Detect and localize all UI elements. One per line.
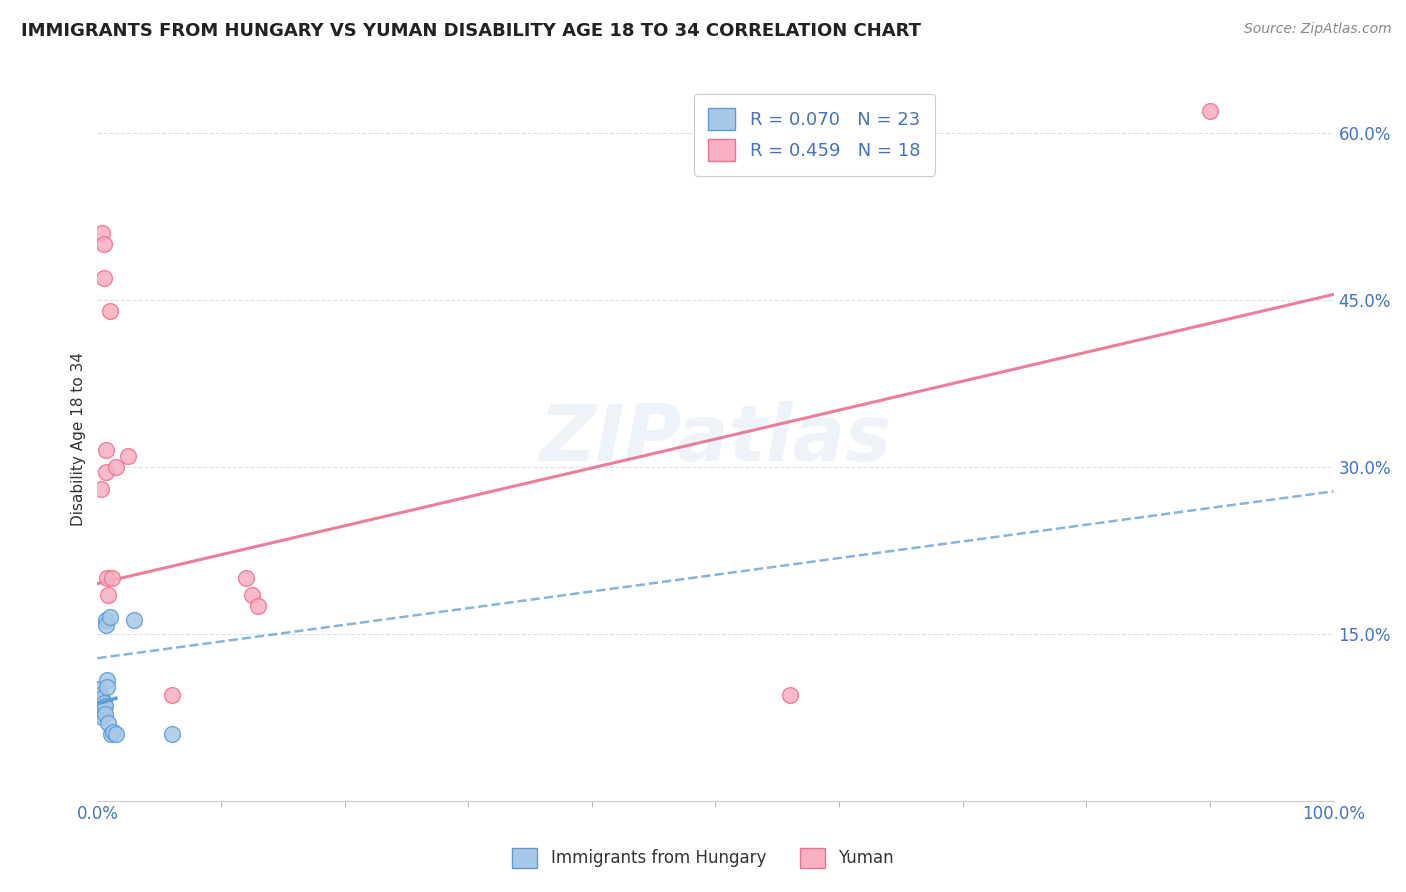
Point [124,613,146,627]
Point [87,682,110,697]
Point [94,706,117,721]
Point [160,727,183,741]
Point [101,571,124,585]
Point [91,710,114,724]
Legend: Immigrants from Hungary, Yuman: Immigrants from Hungary, Yuman [506,841,900,875]
Point [100,727,122,741]
Point [240,588,263,602]
Point [90,699,112,714]
Point [117,449,139,463]
Point [93,237,115,252]
Point [98,610,121,624]
Point [160,688,183,702]
Point [96,571,118,585]
Point [90,706,112,721]
Point [93,696,115,710]
Point [94,466,117,480]
Point [94,617,117,632]
Point [96,680,118,694]
Point [93,702,115,716]
Point [93,270,115,285]
Y-axis label: Disability Age 18 to 34: Disability Age 18 to 34 [72,352,86,526]
Point [94,443,117,458]
Point [97,715,120,730]
Point [1199,103,1222,118]
Point [89,693,111,707]
Point [94,699,117,714]
Point [235,571,257,585]
Point [779,688,801,702]
Legend: R = 0.070   N = 23, R = 0.459   N = 18: R = 0.070 N = 23, R = 0.459 N = 18 [695,94,935,176]
Point [91,691,114,706]
Point [94,613,117,627]
Point [91,226,114,240]
Point [96,673,118,688]
Text: Source: ZipAtlas.com: Source: ZipAtlas.com [1244,22,1392,37]
Point [89,688,111,702]
Point [103,724,125,739]
Point [104,727,127,741]
Point [247,599,270,613]
Point [98,304,121,318]
Point [97,588,120,602]
Point [90,482,112,496]
Point [90,702,112,716]
Text: IMMIGRANTS FROM HUNGARY VS YUMAN DISABILITY AGE 18 TO 34 CORRELATION CHART: IMMIGRANTS FROM HUNGARY VS YUMAN DISABIL… [21,22,921,40]
Text: ZIPatlas: ZIPatlas [540,401,891,477]
Point [104,459,127,474]
